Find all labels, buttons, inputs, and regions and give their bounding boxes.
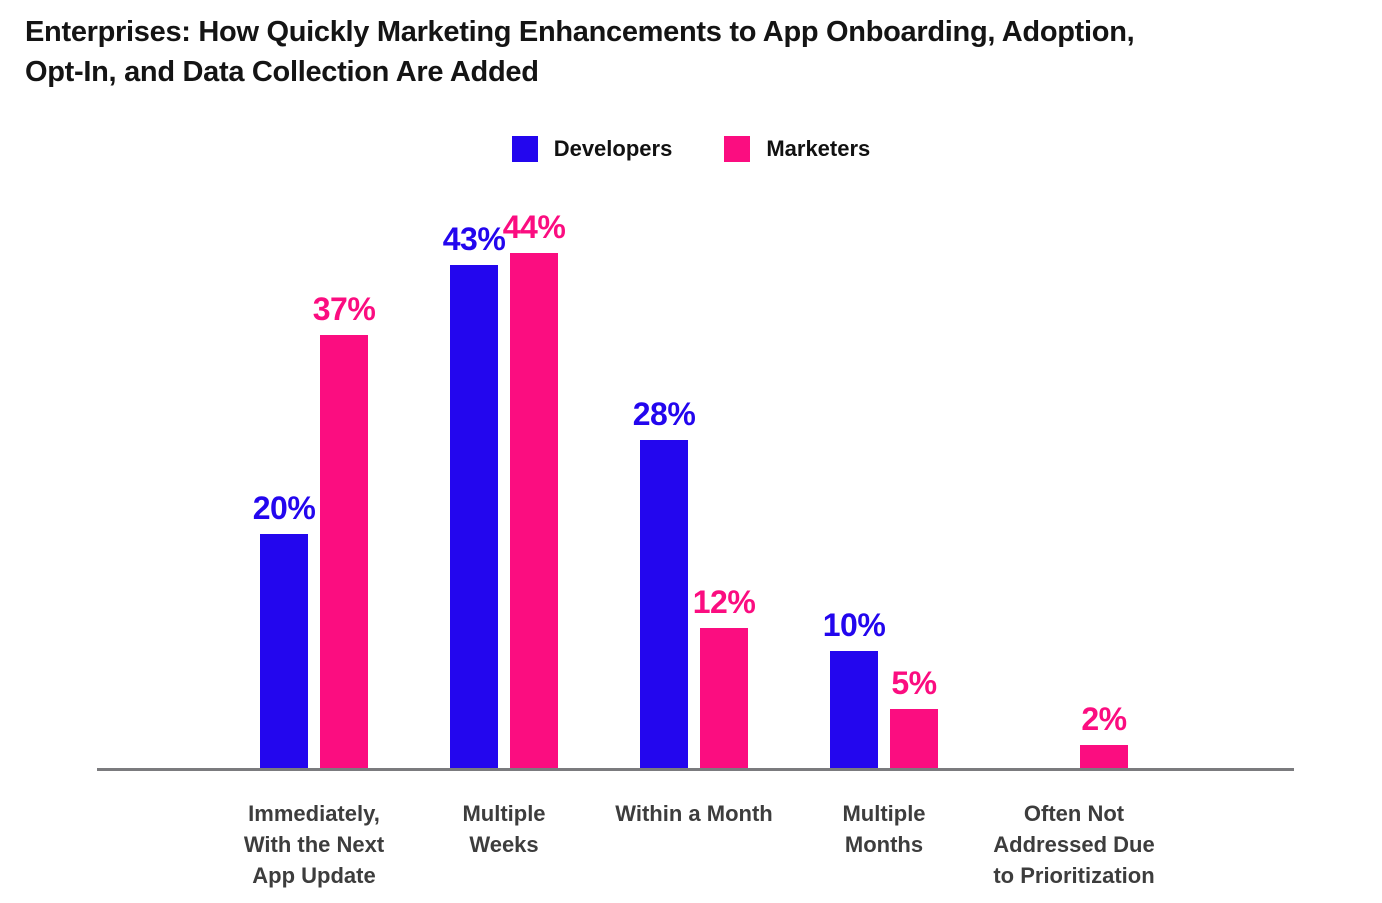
bar-developers-1 [260, 534, 308, 768]
bar-developers-2 [450, 265, 498, 768]
category-label-5: Often Not Addressed Due to Prioritizatio… [993, 801, 1155, 888]
legend-label-marketers: Marketers [766, 136, 871, 161]
legend-item-developers: Developers [511, 136, 673, 162]
value-label-marketers-1: 37% [312, 291, 376, 327]
bar-developers-4 [830, 651, 878, 768]
legend: Developers Marketers [0, 136, 1382, 162]
bar-marketers-1 [320, 335, 368, 768]
bar-marketers-2 [510, 253, 558, 768]
value-label-developers-4: 10% [822, 607, 886, 643]
bar-marketers-3 [700, 628, 748, 768]
category-label-1: Immediately, With the Next App Update [243, 801, 385, 888]
value-label-developers-3: 28% [632, 396, 696, 432]
chart-title: Enterprises: How Quickly Marketing Enhan… [25, 16, 1135, 88]
legend-label-developers: Developers [553, 136, 673, 161]
value-label-marketers-3: 12% [692, 584, 756, 620]
bar-marketers-5 [1080, 745, 1128, 768]
value-label-developers-2: 43% [442, 221, 506, 257]
bar-developers-3 [640, 440, 688, 768]
x-axis-line [97, 768, 1294, 771]
legend-item-marketers: Marketers [724, 136, 870, 162]
category-label-4: Multiple Months [842, 801, 926, 857]
value-label-marketers-5: 2% [1081, 701, 1127, 737]
category-label-3: Within a Month [615, 801, 773, 826]
legend-swatch-developers-icon [511, 136, 538, 162]
legend-swatch-marketers-icon [724, 136, 751, 162]
bar-marketers-4 [890, 709, 938, 768]
value-label-marketers-4: 5% [891, 665, 937, 701]
value-label-developers-1: 20% [252, 490, 316, 526]
category-label-2: Multiple Weeks [462, 801, 546, 857]
value-label-marketers-2: 44% [502, 209, 566, 245]
